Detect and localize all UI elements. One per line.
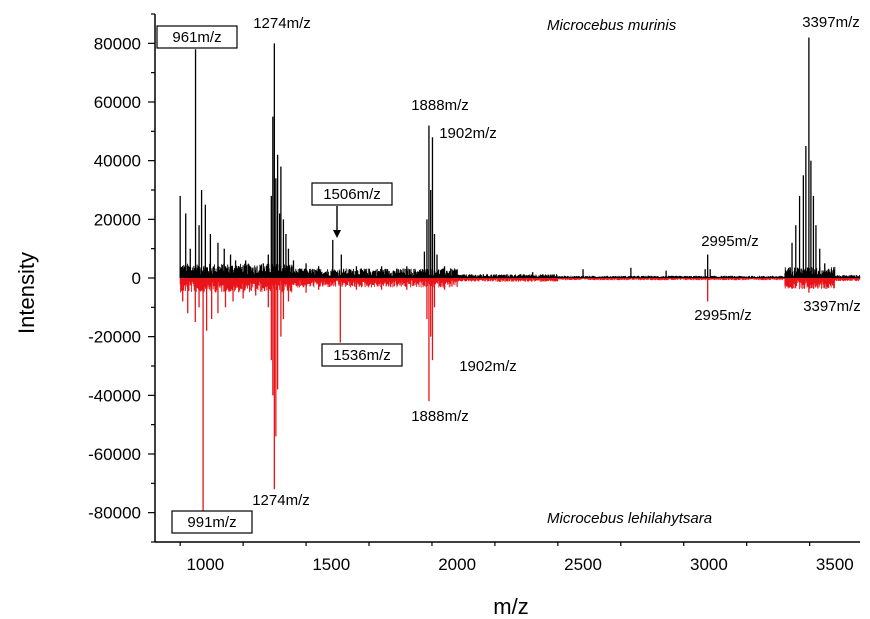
y-tick-label: -20000 [88, 328, 141, 347]
y-tick-label: 80000 [94, 34, 141, 53]
x-tick-label: 3000 [690, 555, 728, 574]
peak-annotation: 1274m/z [253, 15, 311, 32]
annotation-box [311, 182, 393, 206]
noise-black [179, 263, 861, 278]
peak-annotation: 1506m/z [323, 186, 381, 203]
y-tick-label: -40000 [88, 386, 141, 405]
x-tick-label: 1000 [186, 555, 224, 574]
annotation-arrowhead [333, 230, 341, 238]
y-axis-title: Intensity [14, 252, 39, 334]
x-axis-title: m/z [493, 594, 528, 619]
peak-annotation: 2995m/z [701, 233, 759, 250]
peak-annotation: 961m/z [172, 29, 221, 46]
peak-annotation: 2995m/z [694, 307, 752, 324]
y-tick-label: 40000 [94, 152, 141, 171]
annotation-box [156, 25, 238, 49]
annotations-layer: 961m/z 1274m/z 1506m/z 1888m/z 1902m/z 2995m/… [156, 14, 861, 534]
peak-annotation: 1888m/z [411, 97, 469, 114]
ticks-layer: 1000 1500 2000 2500 3000 3500 80000 60000 40000 2… [88, 13, 854, 574]
peak-annotation: 1902m/z [439, 125, 497, 142]
peak-annotation: 3397m/z [803, 298, 861, 315]
x-tick-label: 2000 [438, 555, 476, 574]
y-tick-label: 60000 [94, 93, 141, 112]
peak-annotation: 1536m/z [333, 347, 391, 364]
peaks-layer [179, 37, 826, 513]
peak-annotation: 991m/z [187, 514, 236, 531]
y-tick-label: 20000 [94, 210, 141, 229]
annotation-box [171, 510, 253, 534]
peak-annotation: 3397m/z [802, 14, 860, 31]
species-bottom-label: Microcebus lehilahytsara [547, 510, 712, 527]
x-tick-label: 2500 [564, 555, 602, 574]
x-tick-label: 1500 [312, 555, 350, 574]
noise-red [179, 278, 861, 293]
y-tick-label: -80000 [88, 504, 141, 523]
peak-annotation: 1902m/z [459, 358, 517, 375]
y-tick-label: -60000 [88, 445, 141, 464]
noise-layer [179, 263, 861, 293]
y-tick-label: 0 [132, 269, 141, 288]
annotation-box [321, 343, 403, 367]
x-tick-label: 3500 [816, 555, 854, 574]
species-top-label: Microcebus murinis [547, 17, 677, 34]
peak-annotation: 1888m/z [411, 408, 469, 425]
peak-annotation: 1274m/z [252, 492, 310, 509]
